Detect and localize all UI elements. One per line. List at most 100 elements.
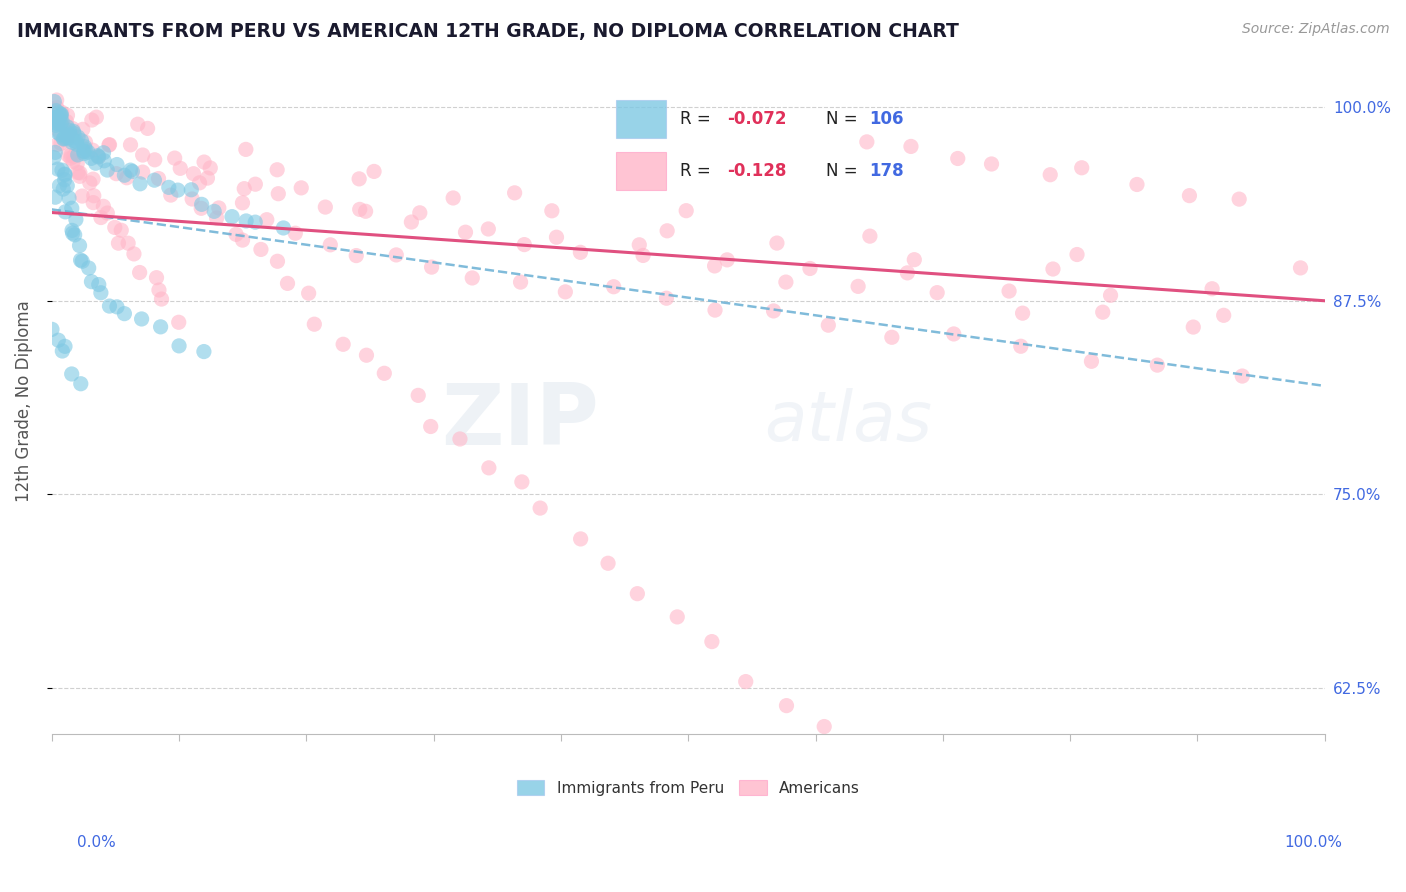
Point [225,227,247,242]
Point [62,124,84,138]
Point [266,254,288,268]
Point [540,203,562,218]
Point [602,279,624,293]
Point [145,270,167,285]
Point [72,144,94,158]
Point [197,171,219,186]
Text: ZIP: ZIP [441,380,599,463]
Point [298,286,321,301]
Point [942,326,965,341]
Point [45,110,67,124]
Point [44,190,66,204]
Point [49,128,72,142]
Point [169,161,191,176]
Point [93,153,115,168]
Point [344,249,367,263]
Point [208,201,231,215]
Point [569,532,592,546]
Point [231,195,253,210]
Point [509,275,531,289]
Text: Source: ZipAtlas.com: Source: ZipAtlas.com [1241,22,1389,37]
Point [766,236,789,251]
Point [58,131,80,145]
Point [233,181,256,195]
Point [56,108,79,122]
Point [73,139,96,153]
Point [441,191,464,205]
Point [700,634,723,648]
Point [59,127,82,141]
Point [775,698,797,713]
Point [1126,178,1149,192]
Point [193,344,215,359]
Point [193,155,215,169]
Point [880,330,903,344]
Text: atlas: atlas [765,388,932,455]
Point [148,283,170,297]
Point [45,103,67,118]
Point [44,116,66,130]
Point [60,201,83,215]
Point [93,199,115,213]
Point [980,157,1002,171]
Point [1289,260,1312,275]
Point [63,227,86,242]
Point [628,237,651,252]
Point [80,113,103,128]
Point [596,556,619,570]
Point [45,100,67,114]
Point [53,168,76,182]
Point [70,254,93,268]
Point [60,148,83,162]
Point [60,128,83,143]
Point [319,237,342,252]
Point [55,128,77,143]
Point [267,186,290,201]
Point [188,176,211,190]
Point [56,178,79,193]
Point [66,137,89,152]
Point [529,501,551,516]
Point [120,137,142,152]
Point [53,339,76,353]
Point [1091,305,1114,319]
Point [87,150,110,164]
Point [131,312,153,326]
Point [69,166,91,180]
Point [1232,369,1254,384]
Point [46,137,69,152]
Point [45,93,67,107]
Point [461,271,484,285]
Point [45,119,67,133]
Point [409,206,432,220]
Point [143,153,166,167]
Point [1099,288,1122,302]
Point [373,366,395,380]
Point [775,275,797,289]
Point [90,285,112,300]
Point [96,163,118,178]
Point [503,186,526,200]
Point [115,170,138,185]
Point [406,388,429,402]
Point [657,224,679,238]
Point [62,154,84,169]
Point [675,203,697,218]
Point [70,134,93,148]
Point [55,114,77,128]
Point [363,164,385,178]
Point [449,432,471,446]
Point [60,136,83,150]
Point [477,222,499,236]
Point [349,202,371,217]
Point [347,172,370,186]
Point [856,135,879,149]
Point [859,229,882,244]
Point [817,318,839,333]
Point [703,259,725,273]
Point [44,103,66,117]
Point [190,202,212,216]
Point [167,315,190,329]
Point [46,162,69,177]
Point [58,123,80,137]
